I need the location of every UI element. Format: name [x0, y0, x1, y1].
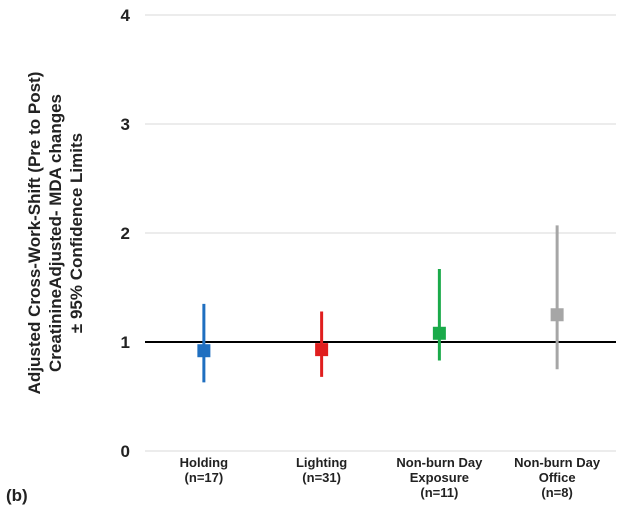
x-category-label: (n=31): [302, 470, 341, 485]
x-category-label: Holding: [180, 455, 228, 470]
panel-label: (b): [6, 486, 28, 505]
data-point-marker: [432, 326, 446, 340]
y-tick-label: 3: [121, 115, 130, 134]
y-axis-label-line: ± 95% Confidence Limits: [67, 133, 86, 333]
y-tick-label: 2: [121, 224, 130, 243]
x-category-label: Non-burn Day: [396, 455, 483, 470]
data-point-marker: [550, 308, 564, 322]
y-tick-labels: 0 1 2 3 4: [121, 6, 131, 461]
y-tick-label: 0: [121, 442, 130, 461]
grid-lines: [145, 14, 616, 452]
x-category-label: Non-burn Day: [514, 455, 601, 470]
x-category-label: Lighting: [296, 455, 347, 470]
y-axis-label-group: Adjusted Cross-Work-Shift (Pre to Post) C…: [25, 72, 86, 395]
y-tick-label: 4: [121, 6, 131, 25]
x-category-label: (n=17): [185, 470, 224, 485]
x-category-label: Office: [539, 470, 576, 485]
data-points: [197, 225, 564, 383]
x-category-label: (n=11): [420, 485, 458, 500]
y-axis-label-line: CreatinineAdjusted- MDA changes: [46, 94, 65, 372]
y-tick-label: 1: [121, 333, 130, 352]
x-category-label: Exposure: [410, 470, 469, 485]
data-point-marker: [315, 343, 329, 357]
data-point-marker: [197, 344, 211, 358]
y-axis-label-line: Adjusted Cross-Work-Shift (Pre to Post): [25, 72, 44, 395]
x-category-label: (n=8): [541, 485, 572, 500]
x-category-labels: Holding(n=17)Lighting(n=31)Non-burn DayE…: [180, 455, 601, 500]
